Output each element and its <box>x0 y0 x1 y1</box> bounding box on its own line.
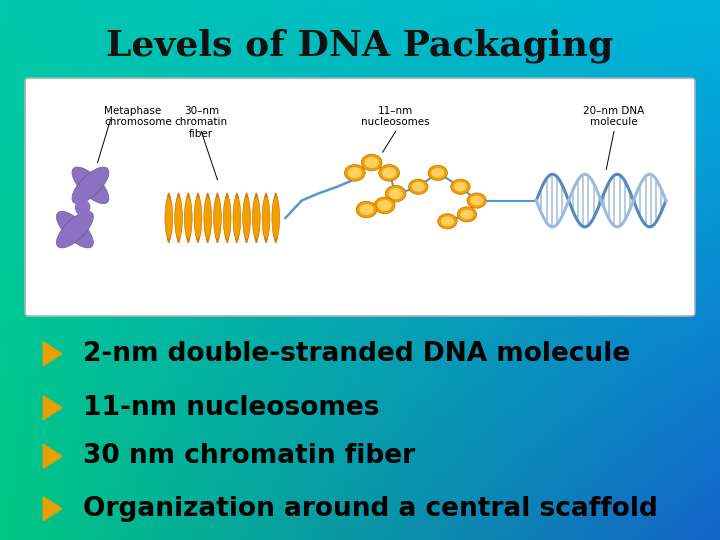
Ellipse shape <box>361 154 382 171</box>
Ellipse shape <box>382 168 396 178</box>
Ellipse shape <box>428 165 448 180</box>
Ellipse shape <box>215 193 220 243</box>
Ellipse shape <box>186 193 191 243</box>
Text: Organization around a central scaffold: Organization around a central scaffold <box>83 496 657 522</box>
Ellipse shape <box>166 193 171 243</box>
Ellipse shape <box>457 207 477 222</box>
Ellipse shape <box>273 193 279 243</box>
Ellipse shape <box>214 197 221 239</box>
Ellipse shape <box>244 193 249 243</box>
Ellipse shape <box>204 197 212 239</box>
Ellipse shape <box>409 179 428 194</box>
Ellipse shape <box>454 183 467 191</box>
Ellipse shape <box>348 168 361 178</box>
Ellipse shape <box>72 167 109 204</box>
Ellipse shape <box>165 197 173 239</box>
Ellipse shape <box>378 200 391 210</box>
Polygon shape <box>43 342 62 366</box>
Ellipse shape <box>413 183 424 191</box>
Ellipse shape <box>253 197 260 239</box>
Ellipse shape <box>467 193 487 208</box>
Ellipse shape <box>365 158 378 167</box>
Ellipse shape <box>72 167 109 204</box>
FancyBboxPatch shape <box>25 78 695 316</box>
Ellipse shape <box>243 197 251 239</box>
Ellipse shape <box>234 193 240 243</box>
Text: 11–nm
nucleosomes: 11–nm nucleosomes <box>361 106 430 127</box>
Ellipse shape <box>56 211 94 248</box>
Ellipse shape <box>184 197 192 239</box>
Ellipse shape <box>438 214 457 229</box>
Ellipse shape <box>195 193 201 243</box>
Ellipse shape <box>461 210 473 219</box>
Ellipse shape <box>175 197 182 239</box>
Ellipse shape <box>205 193 210 243</box>
Ellipse shape <box>76 200 90 215</box>
Ellipse shape <box>344 165 365 181</box>
Ellipse shape <box>471 197 482 205</box>
Ellipse shape <box>262 197 270 239</box>
Ellipse shape <box>379 165 400 181</box>
Ellipse shape <box>233 197 240 239</box>
Ellipse shape <box>374 197 395 214</box>
Ellipse shape <box>176 193 181 243</box>
Ellipse shape <box>356 201 377 218</box>
Ellipse shape <box>441 217 454 226</box>
Ellipse shape <box>385 185 406 202</box>
Ellipse shape <box>194 197 202 239</box>
Polygon shape <box>43 497 62 521</box>
Ellipse shape <box>432 168 444 177</box>
Polygon shape <box>43 396 62 420</box>
Text: 11-nm nucleosomes: 11-nm nucleosomes <box>83 395 379 421</box>
Text: 30–nm
chromatin
fiber: 30–nm chromatin fiber <box>175 106 228 139</box>
Text: 30 nm chromatin fiber: 30 nm chromatin fiber <box>83 443 415 469</box>
Ellipse shape <box>264 193 269 243</box>
Ellipse shape <box>451 179 470 194</box>
Ellipse shape <box>360 205 373 214</box>
Ellipse shape <box>389 189 402 199</box>
Ellipse shape <box>272 197 279 239</box>
Ellipse shape <box>253 193 259 243</box>
Ellipse shape <box>56 211 94 248</box>
Polygon shape <box>43 444 62 468</box>
Text: Levels of DNA Packaging: Levels of DNA Packaging <box>107 29 613 63</box>
Text: 20–nm DNA
molecule: 20–nm DNA molecule <box>583 106 644 127</box>
Text: 2-nm double-stranded DNA molecule: 2-nm double-stranded DNA molecule <box>83 341 630 367</box>
Text: Metaphase
chromosome: Metaphase chromosome <box>104 106 172 127</box>
Ellipse shape <box>223 197 231 239</box>
Ellipse shape <box>225 193 230 243</box>
